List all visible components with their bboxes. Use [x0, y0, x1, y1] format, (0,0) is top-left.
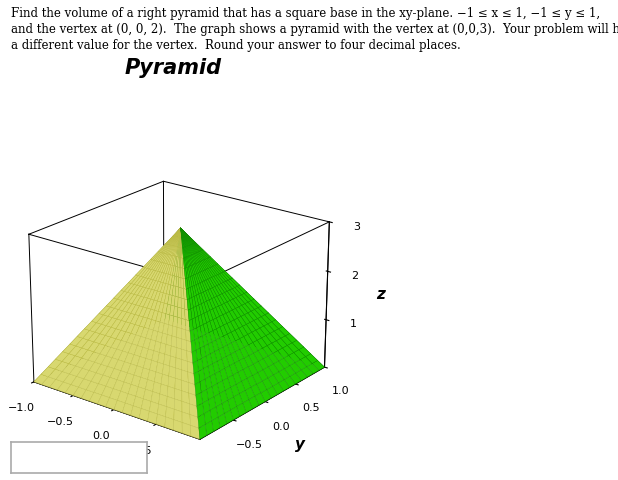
- Y-axis label: y: y: [295, 436, 305, 451]
- Text: Find the volume of a right pyramid that has a square base in the xy-plane. −1 ≤ : Find the volume of a right pyramid that …: [11, 7, 600, 20]
- X-axis label: x: x: [81, 447, 91, 462]
- Text: a different value for the vertex.  Round your answer to four decimal places.: a different value for the vertex. Round …: [11, 39, 461, 52]
- Text: Pyramid: Pyramid: [124, 58, 222, 78]
- Text: and the vertex at (0, 0, 2).  The graph shows a pyramid with the vertex at (0,0,: and the vertex at (0, 0, 2). The graph s…: [11, 23, 618, 36]
